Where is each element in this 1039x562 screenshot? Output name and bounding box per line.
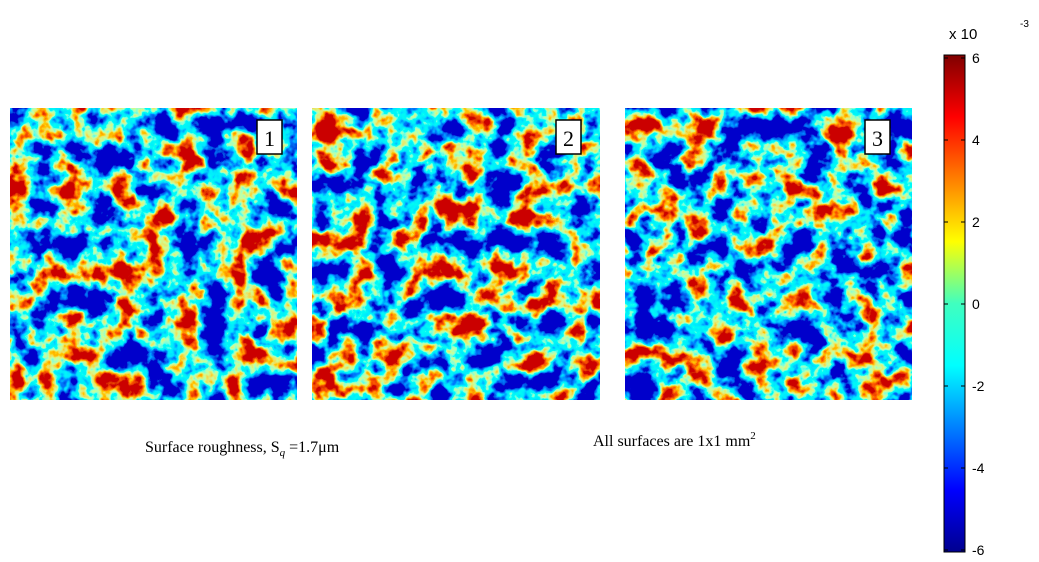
caption-text: =1.7μm (285, 439, 340, 456)
panel-number: 3 (872, 126, 883, 151)
caption-text: Surface roughness, S (145, 439, 280, 456)
tick-label: 2 (972, 214, 980, 230)
tick-label: -2 (972, 378, 985, 394)
panel-label: 2 (555, 119, 582, 155)
colorbar-ticks: 6 4 2 0 -2 -4 -6 (944, 50, 985, 558)
surface-map (10, 108, 297, 400)
roughness-caption: Surface roughness, Sq =1.7μm (145, 439, 340, 459)
caption-superscript: 2 (750, 430, 756, 442)
colorbar-exponent: -3 (1020, 19, 1029, 30)
surface-map (625, 108, 912, 400)
panel-label: 3 (864, 119, 891, 155)
tick-label: -6 (972, 542, 985, 558)
size-caption: All surfaces are 1x1 mm2 (593, 430, 756, 450)
panel-number: 1 (264, 126, 275, 151)
tick-label: -4 (972, 460, 985, 476)
colorbar-multiplier: x 10 (949, 26, 977, 43)
panel-number: 2 (563, 126, 574, 151)
panel-label: 1 (256, 119, 283, 155)
caption-subscript: q (280, 447, 286, 459)
tick-label: 0 (972, 296, 980, 312)
tick-label: 6 (972, 50, 980, 66)
caption-text: All surfaces are 1x1 mm (593, 433, 751, 450)
tick-label: 4 (972, 132, 980, 148)
surface-map (312, 108, 600, 400)
